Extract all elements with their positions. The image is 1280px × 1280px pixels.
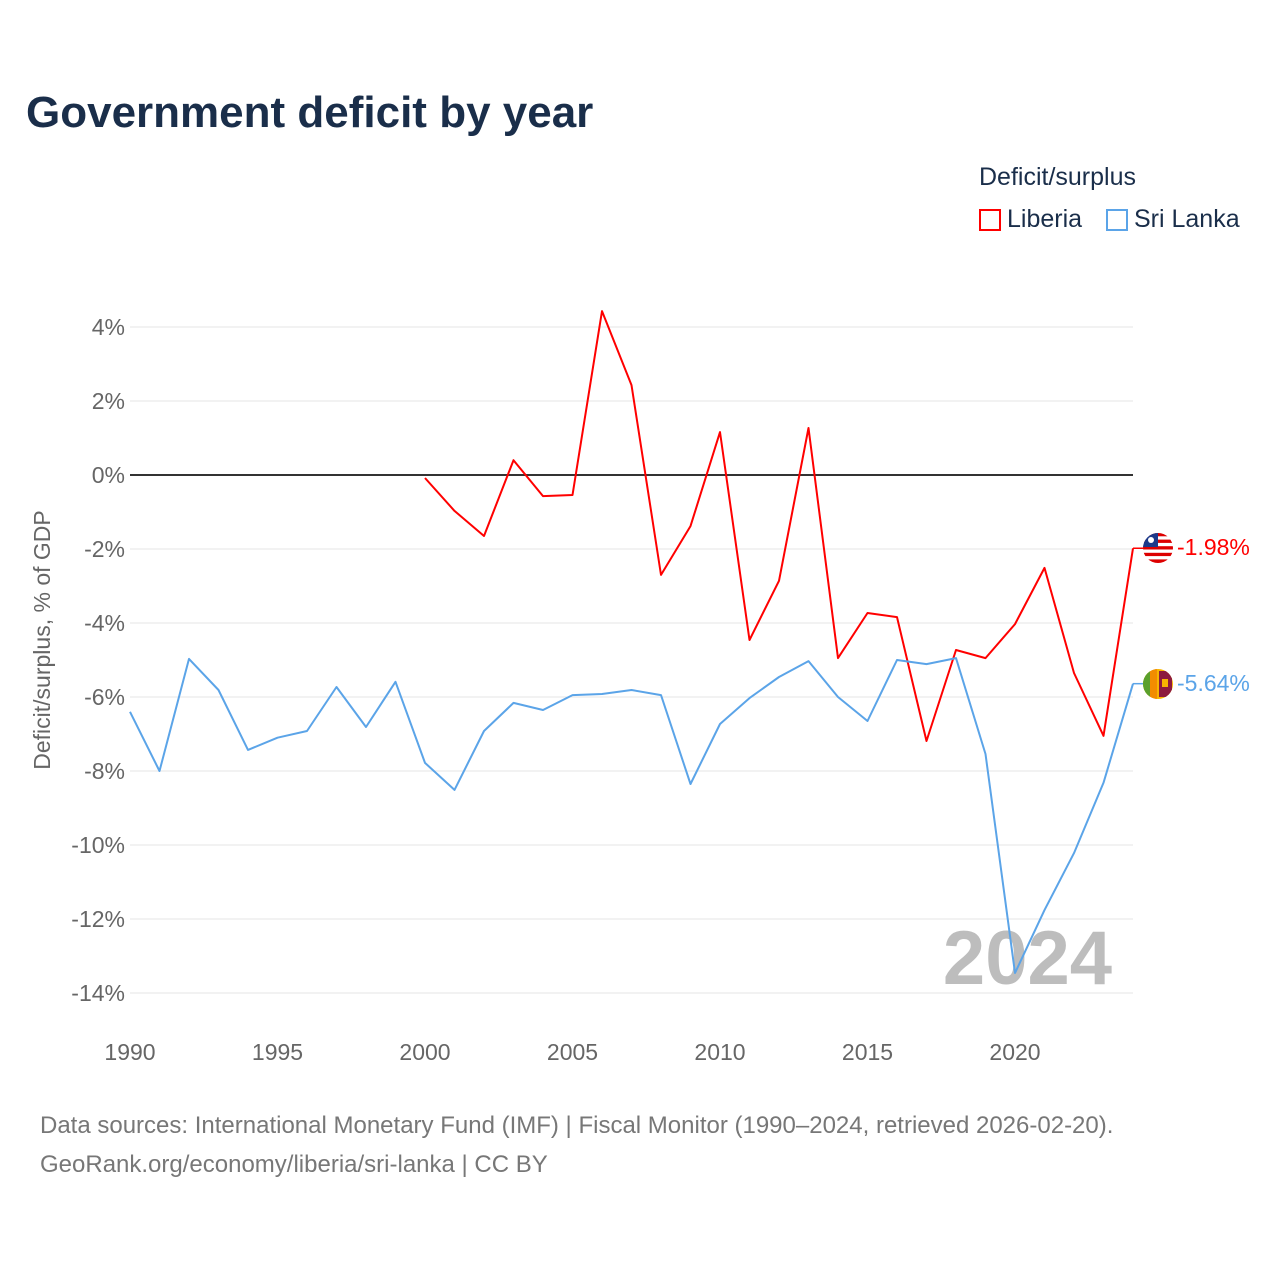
y-tick-label: -14% (71, 980, 125, 1006)
end-label-liberia: -1.98% (1177, 534, 1250, 560)
chart-title: Government deficit by year (26, 88, 594, 137)
x-tick-label: 1995 (252, 1039, 303, 1065)
y-tick-label: -12% (71, 906, 125, 932)
x-tick-label: 2010 (694, 1039, 745, 1065)
series-line-liberia (424, 310, 1134, 742)
y-tick-label: -6% (84, 684, 125, 710)
source-link[interactable]: GeoRank.org/economy/liberia/sri-lanka | … (40, 1151, 548, 1178)
y-tick-label: -2% (84, 536, 125, 562)
y-tick-label: -8% (84, 758, 125, 784)
y-axis-label: Deficit/surplus, % of GDP (29, 510, 55, 769)
legend-item-liberia[interactable]: Liberia (979, 205, 1082, 234)
legend-label-liberia: Liberia (1007, 205, 1083, 233)
footer: Data sources: International Monetary Fun… (40, 1106, 1113, 1184)
legend-item-sri-lanka[interactable]: Sri Lanka (1106, 205, 1240, 234)
legend-swatch-liberia (979, 208, 1001, 231)
series-line-sri-lanka (129, 657, 1134, 974)
y-tick-label: 2% (92, 388, 125, 414)
end-label-sri-lanka: -5.64% (1177, 670, 1250, 696)
x-tick-label: 2020 (989, 1039, 1040, 1065)
x-tick-label: 2005 (547, 1039, 598, 1065)
x-tick-label: 2000 (399, 1039, 450, 1065)
x-tick-label: 2015 (842, 1039, 893, 1065)
legend-title: Deficit/surplus (979, 163, 1136, 191)
liberia-flag-icon (1143, 533, 1173, 563)
y-tick-label: -10% (71, 832, 125, 858)
x-tick-label: 1990 (104, 1039, 155, 1065)
y-tick-label: 4% (92, 314, 125, 340)
legend-swatch-sri-lanka (1106, 208, 1128, 231)
y-tick-label: -4% (84, 610, 125, 636)
data-source-text: Data sources: International Monetary Fun… (40, 1112, 1114, 1139)
y-tick-label: 0% (92, 462, 125, 488)
sri-lanka-flag-icon (1143, 669, 1173, 699)
year-watermark: 2024 (943, 916, 1112, 1001)
legend-label-sri-lanka: Sri Lanka (1134, 205, 1240, 233)
